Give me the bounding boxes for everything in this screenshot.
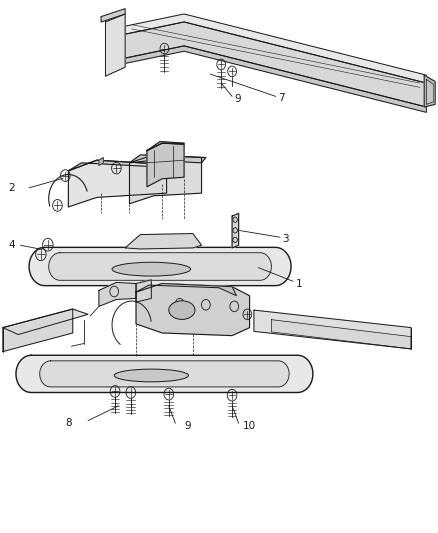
- Text: 3: 3: [283, 234, 289, 244]
- Polygon shape: [254, 310, 411, 349]
- Polygon shape: [232, 213, 239, 248]
- Ellipse shape: [114, 369, 188, 382]
- Polygon shape: [99, 158, 103, 165]
- Polygon shape: [130, 155, 201, 204]
- Ellipse shape: [112, 262, 191, 276]
- Ellipse shape: [169, 301, 195, 319]
- Text: 5: 5: [164, 143, 171, 154]
- Polygon shape: [125, 14, 426, 83]
- Polygon shape: [49, 253, 272, 280]
- Polygon shape: [136, 284, 237, 296]
- Polygon shape: [147, 143, 184, 187]
- Text: 9: 9: [184, 421, 191, 431]
- Text: 8: 8: [65, 418, 72, 429]
- Polygon shape: [29, 247, 291, 286]
- Polygon shape: [16, 356, 313, 392]
- Polygon shape: [130, 155, 206, 163]
- Polygon shape: [125, 233, 201, 249]
- Polygon shape: [68, 160, 166, 171]
- Polygon shape: [3, 309, 73, 352]
- Polygon shape: [3, 309, 88, 335]
- Polygon shape: [68, 160, 166, 207]
- Polygon shape: [272, 320, 411, 349]
- Polygon shape: [40, 361, 289, 387]
- Polygon shape: [125, 22, 426, 107]
- Polygon shape: [99, 282, 136, 306]
- Polygon shape: [101, 9, 125, 22]
- Text: 2: 2: [9, 183, 15, 193]
- Polygon shape: [125, 46, 426, 112]
- Polygon shape: [424, 75, 435, 107]
- Polygon shape: [136, 284, 250, 336]
- Text: 9: 9: [234, 93, 241, 103]
- Polygon shape: [136, 280, 151, 302]
- Text: 1: 1: [295, 279, 302, 288]
- Polygon shape: [147, 142, 184, 151]
- Text: 10: 10: [243, 421, 256, 431]
- Text: 7: 7: [278, 93, 285, 103]
- Text: 4: 4: [9, 240, 15, 250]
- Polygon shape: [106, 14, 125, 76]
- Polygon shape: [426, 79, 434, 104]
